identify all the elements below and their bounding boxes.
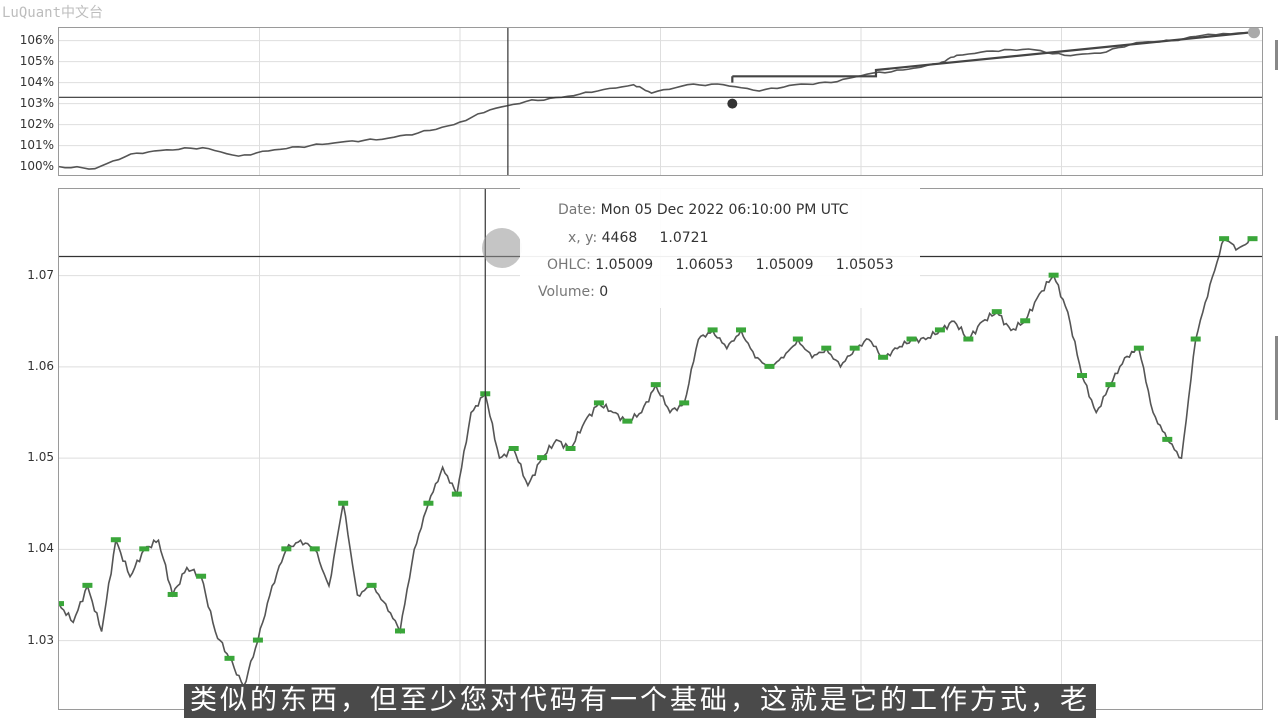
subtitle-text: 类似的东西，但至少您对代码有一个基础，这就是它的工作方式，老 [184, 684, 1096, 718]
order-marker [1190, 336, 1201, 342]
order-marker [565, 446, 576, 451]
order-marker [281, 546, 292, 552]
order-marker [593, 400, 604, 406]
y-tick-label: 1.07 [27, 267, 54, 282]
y-tick-label: 105% [19, 53, 54, 68]
y-tick-label: 104% [19, 74, 54, 89]
tooltip-xy-key: x, y: [568, 230, 598, 246]
order-marker [1219, 236, 1230, 242]
y-tick-label: 100% [19, 158, 54, 173]
scroll-indicator-bottom[interactable] [1275, 336, 1278, 420]
order-marker [451, 491, 462, 497]
y-tick-label: 1.05 [27, 450, 54, 465]
tooltip-date-value: Mon 05 Dec 2022 06:10:00 PM UTC [600, 202, 849, 218]
equity-plot[interactable] [59, 28, 1262, 175]
y-tick-label: 1.04 [27, 541, 54, 556]
order-marker [622, 418, 633, 424]
order-marker [878, 354, 889, 360]
tooltip-ohlc-key: OHLC: [547, 257, 591, 273]
order-marker [1077, 373, 1088, 379]
tooltip-xy-value: 4468 1.0721 [601, 230, 709, 246]
order-marker [252, 637, 263, 643]
y-tick-label: 102% [19, 116, 54, 131]
order-marker [736, 327, 747, 333]
order-marker [309, 546, 320, 552]
price-plot[interactable] [59, 189, 1262, 709]
tooltip-volume-key: Volume: [538, 284, 595, 300]
order-marker [508, 446, 519, 451]
subtitle-bar: 类似的东西，但至少您对代码有一个基础，这就是它的工作方式，老 [0, 684, 1280, 718]
crosshair-tooltip: Date: Mon 05 Dec 2022 06:10:00 PM UTC x,… [520, 188, 920, 308]
order-marker [59, 601, 64, 607]
order-marker [991, 309, 1002, 315]
tooltip-volume-value: 0 [599, 284, 609, 300]
order-marker [764, 363, 775, 369]
order-marker [1133, 345, 1144, 351]
order-marker [1048, 272, 1059, 278]
tooltip-ohlc-value: 1.05009 1.06053 1.05009 1.05053 [595, 257, 894, 273]
trade-line [731, 31, 1254, 83]
equity-chart[interactable] [58, 27, 1263, 176]
y-tick-label: 1.03 [27, 632, 54, 647]
cursor-highlight [482, 228, 522, 268]
order-marker [707, 327, 718, 333]
order-marker [934, 327, 945, 333]
scroll-indicator-top[interactable] [1275, 40, 1278, 70]
y-tick-label: 106% [19, 32, 54, 47]
order-marker [224, 655, 235, 661]
order-marker [82, 582, 93, 588]
order-marker [679, 400, 690, 406]
series-line [59, 31, 1254, 170]
order-marker [1247, 236, 1258, 242]
order-marker [338, 500, 349, 506]
watermark: LuQuant中文台 [2, 5, 104, 21]
order-marker [395, 628, 406, 634]
order-marker [366, 582, 377, 588]
order-marker [110, 537, 121, 543]
order-marker [963, 336, 974, 342]
tooltip-date-key: Date: [558, 202, 597, 218]
order-marker [1020, 318, 1031, 324]
order-marker [1105, 382, 1116, 388]
trade-marker[interactable] [727, 98, 738, 109]
order-marker [167, 591, 178, 597]
y-tick-label: 103% [19, 95, 54, 110]
order-marker [196, 573, 207, 579]
end-marker [1248, 28, 1260, 39]
order-marker [139, 546, 150, 552]
y-tick-label: 1.06 [27, 358, 54, 373]
order-marker [1162, 436, 1173, 442]
order-marker [792, 336, 803, 342]
order-marker [537, 455, 548, 461]
order-marker [849, 345, 860, 351]
order-marker [423, 500, 434, 506]
order-marker [650, 382, 661, 388]
order-marker [821, 345, 832, 351]
y-tick-label: 101% [19, 137, 54, 152]
order-marker [906, 336, 917, 342]
